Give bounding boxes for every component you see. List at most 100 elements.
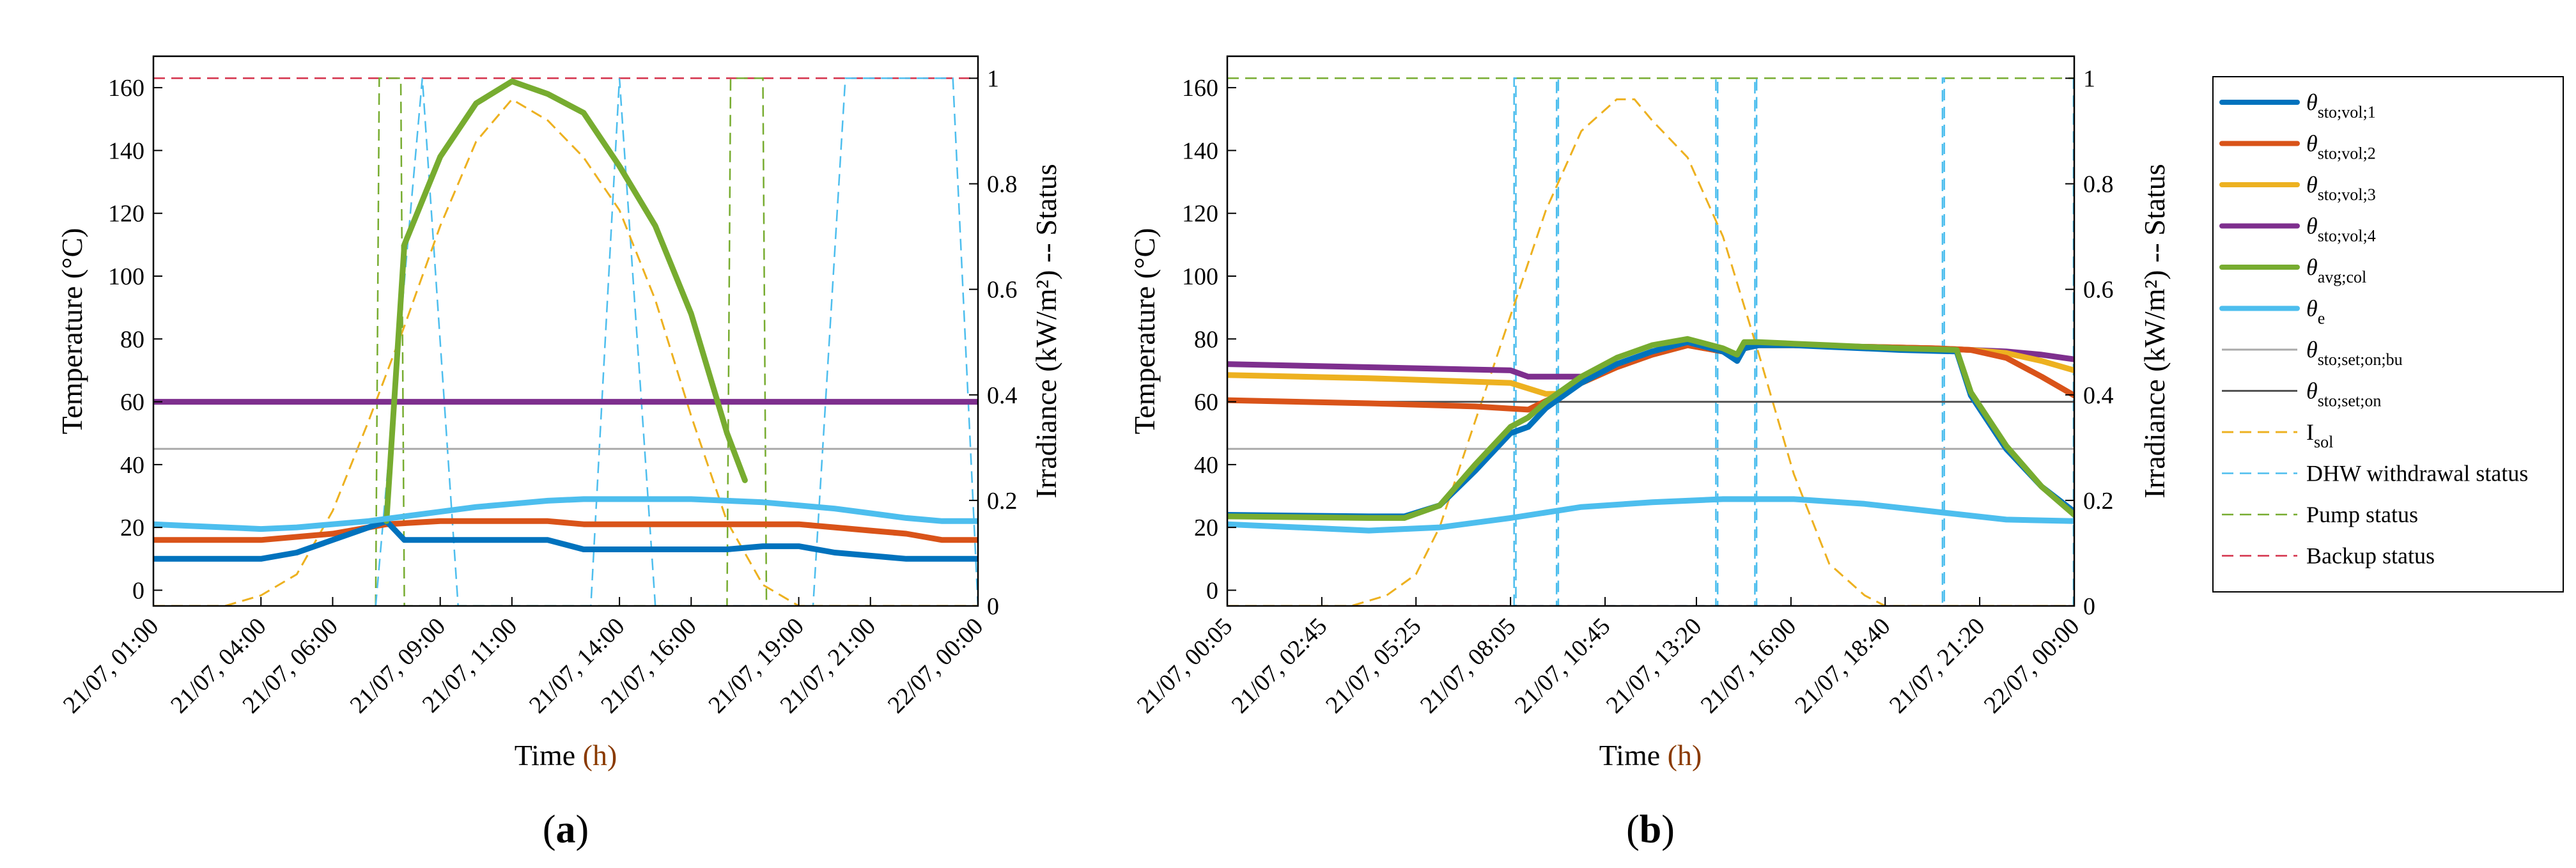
panel-a-y2label: Irradiance (kW/m²) -- Status [1030,164,1062,498]
xtick-label: 22/07, 00:00 [1979,613,2085,719]
legend-label: Backup status [2306,543,2435,569]
series-dhw [375,77,978,606]
y2tick-label: 0.8 [987,171,1018,198]
ytick-label: 60 [1194,389,1218,416]
y2tick-label: 0 [2083,593,2095,620]
y2tick-label: 0.2 [2083,488,2114,515]
legend-label-main: θ [2306,89,2318,115]
legend-label-sub: sto;vol;3 [2318,185,2376,204]
legend-label: Pump status [2306,502,2418,527]
ytick-label: 20 [120,515,144,541]
xtick-label: 21/07, 18:40 [1790,613,1896,719]
panel-a-right-ticks: 0 0.2 0.4 0.6 0.8 1 [969,65,1018,620]
legend-label-sub: sto;set;on;bu [2318,350,2403,369]
legend-label-sub: sto;set;on [2318,392,2382,410]
panel-b-label-letter: b [1640,808,1661,851]
legend-label: θe [2306,296,2325,328]
legend-label: θsto;vol;3 [2306,172,2376,204]
panel-a-ylabel: Temperature (°C) [56,228,88,435]
legend-label-sub: sto;vol;2 [2318,144,2376,163]
ytick-label: 140 [1182,137,1218,164]
panel-b-y2label: Irradiance (kW/m²) -- Status [2138,164,2171,498]
panel-a-xlabel-main: Time [515,739,575,771]
panel-a-xlabel-unit: (h) [583,739,617,771]
panel-a-series [153,77,978,606]
xtick-label: 21/07, 02:45 [1227,613,1333,719]
legend-item-sto2: θsto;vol;2 [2219,131,2376,163]
legend-label-sub: sto;vol;1 [2318,103,2376,121]
panel-a-xlabel: Time (h) [515,739,617,771]
legend-label-sub: e [2318,309,2325,328]
legend-label: θavg;col [2306,254,2366,286]
legend: θsto;vol;1θsto;vol;2θsto;vol;3θsto;vol;4… [2212,76,2564,593]
series-col [384,78,748,524]
ytick-label: 100 [108,263,144,290]
ytick-label: 20 [1194,515,1218,541]
ytick-label: 40 [1194,452,1218,479]
panel-b-ylabel: Temperature (°C) [1128,228,1161,435]
ytick-label: 160 [1182,75,1218,102]
y2tick-label: 0.6 [987,277,1018,304]
panel-b-xlabel-main: Time [1599,739,1660,771]
legend-item-isol: Isol [2222,419,2333,451]
legend-label-main: θ [2306,131,2318,157]
panel-a-label-open: ( [543,808,556,851]
legend-label-main: θ [2306,296,2318,322]
legend-label-main: DHW withdrawal status [2306,461,2528,486]
ytick-label: 140 [108,137,144,164]
legend-item-sto4: θsto;vol;4 [2219,213,2376,245]
legend-item-seton: θsto;set;on [2222,378,2381,410]
legend-label-main: Backup status [2306,543,2435,569]
legend-label-main: θ [2306,378,2318,404]
y2tick-label: 0.2 [987,488,1018,515]
legend-label-sub: avg;col [2318,268,2367,286]
y2tick-label: 0.4 [987,382,1018,409]
panel-a-left-ticks: 0 20 40 60 80 100 120 140 160 [108,75,162,604]
series-e [153,496,978,532]
ytick-label: 80 [120,326,144,353]
xtick-label: 21/07, 10:45 [1510,613,1616,719]
panel-b: 0 20 40 60 80 100 120 140 160 0 0.2 0.4 0.6 0.8 1 21/… [1128,55,2171,851]
series-isol [1227,98,2074,606]
xtick-label: 21/07, 00:05 [1132,613,1238,719]
ytick-label: 160 [108,75,144,102]
xtick-label: 21/07, 08:05 [1415,613,1521,719]
legend-label: θsto;vol;2 [2306,131,2376,163]
ytick-label: 0 [1206,577,1218,604]
xtick-label: 21/07, 05:25 [1321,613,1427,719]
legend-item-sto1: θsto;vol;1 [2219,89,2376,121]
ytick-label: 40 [120,452,144,479]
panel-b-label-open: ( [1626,808,1640,851]
legend-item-e: θe [2219,296,2325,328]
legend-label-main: θ [2306,172,2318,198]
legend-label-main: Pump status [2306,502,2418,527]
panel-a-label: (a) [543,808,589,851]
panel-b-axes-box [1226,55,2076,607]
series-pump [375,77,768,606]
legend-label: DHW withdrawal status [2306,461,2528,486]
legend-label: θsto;set;on;bu [2306,337,2403,369]
y2tick-label: 1 [2083,65,2095,92]
series-col [1227,336,2074,521]
panel-a-label-close: ) [576,808,589,851]
legend-items: θsto;vol;1θsto;vol;2θsto;vol;3θsto;vol;4… [2219,89,2528,569]
panel-b-series [1227,77,2074,606]
legend-box [2212,76,2564,593]
panel-b-xlabel: Time (h) [1599,739,1702,771]
legend-label: θsto;vol;1 [2306,89,2376,121]
panel-a: 0 20 40 60 80 100 120 140 160 0 0.2 0.4 0.6 0.8 1 21/… [56,55,1062,851]
xtick-label: 21/07, 21:20 [1884,613,1990,719]
y2tick-label: 1 [987,65,999,92]
legend-item-col: θavg;col [2219,254,2366,286]
panel-b-label: (b) [1626,808,1675,851]
ytick-label: 80 [1194,326,1218,353]
legend-label: θsto;vol;4 [2306,213,2376,245]
xtick-label: 21/07, 16:00 [1696,613,1802,719]
panel-b-left-ticks: 0 20 40 60 80 100 120 140 160 [1182,75,1236,604]
legend-label-main: I [2306,419,2314,445]
legend-label-sub: sto;vol;4 [2318,227,2376,245]
y2tick-label: 0 [987,593,999,620]
ytick-label: 120 [108,201,144,228]
